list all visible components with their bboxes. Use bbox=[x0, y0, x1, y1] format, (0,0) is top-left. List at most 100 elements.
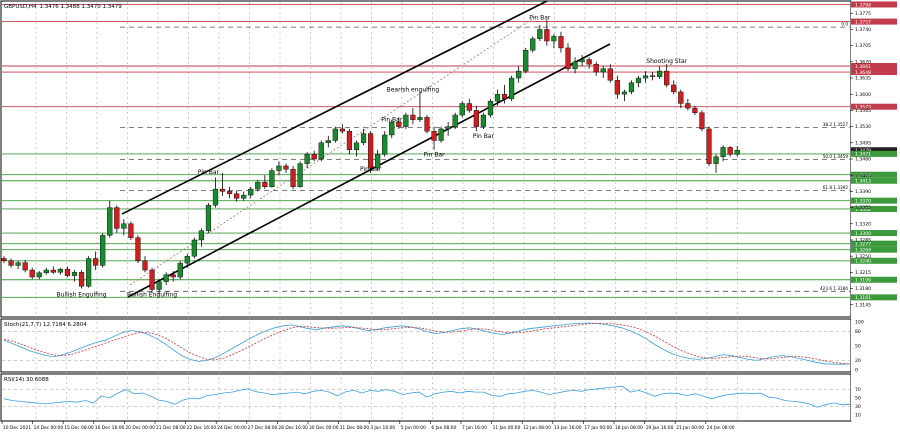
candle-body bbox=[558, 36, 564, 49]
price-tag-text: 1.3370 bbox=[855, 198, 871, 204]
candle-body bbox=[713, 156, 719, 164]
stoch-axis-label: 100 bbox=[855, 320, 864, 326]
price-tag-text: 1.3352 bbox=[855, 207, 871, 213]
rsi-axis-label: 70 bbox=[855, 387, 861, 393]
candle-body bbox=[403, 114, 409, 127]
time-axis-label: 22 Dec 16:00 bbox=[187, 425, 217, 431]
candle-body bbox=[156, 281, 162, 290]
pattern-annotation: Pin Bar bbox=[423, 152, 445, 159]
pattern-annotation: Pin Bar bbox=[198, 169, 220, 176]
candle-body bbox=[424, 117, 430, 132]
rsi-main-line bbox=[3, 385, 851, 408]
price-axis-label: 1.3635 bbox=[855, 76, 871, 82]
candle-body bbox=[43, 269, 49, 274]
candle-body bbox=[523, 50, 529, 72]
pattern-annotation: Bullish Engulfing bbox=[57, 291, 107, 298]
candle-body bbox=[537, 29, 543, 39]
candle-body bbox=[480, 114, 487, 127]
stoch-axis-label: 20 bbox=[855, 358, 861, 364]
candle-body bbox=[600, 68, 606, 73]
time-axis-label: 27 Dec 08:00 bbox=[248, 425, 278, 431]
candle-body bbox=[685, 103, 691, 109]
time-axis-label: 16 Dec 16:00 bbox=[95, 425, 125, 431]
price-tag-box bbox=[851, 147, 897, 154]
stoch-axis-label: 50 bbox=[855, 344, 861, 350]
time-axis-label: 10 Dec 2021 bbox=[3, 425, 31, 431]
candle-body bbox=[107, 207, 113, 236]
stoch-axis-label: 80 bbox=[855, 329, 861, 335]
time-axis-label: 15 Dec 08:00 bbox=[64, 425, 94, 431]
candle-body bbox=[128, 223, 134, 238]
fib-level-label: 61.8 1.3392 bbox=[823, 185, 849, 190]
candle-body bbox=[579, 59, 585, 63]
candle-body bbox=[85, 258, 92, 287]
fib-level-label: 50.0 1.3459 bbox=[823, 154, 849, 159]
candle-body bbox=[226, 191, 233, 194]
candle-body bbox=[248, 188, 254, 196]
candle-body bbox=[551, 36, 557, 42]
candle-body bbox=[572, 61, 578, 69]
candle-body bbox=[368, 133, 374, 169]
price-axis-label: 1.3565 bbox=[855, 108, 871, 114]
trend-channel bbox=[121, 0, 611, 298]
candle-body bbox=[57, 268, 64, 273]
channel-mid-line bbox=[129, 15, 538, 286]
candle-body bbox=[466, 103, 472, 111]
candle-body bbox=[727, 147, 733, 155]
annotations: Pin Bar Shooting Star Bearish engulfing Pin… bbox=[57, 14, 688, 298]
candle-body bbox=[642, 75, 649, 79]
time-axis-label: 17 Jan 00:00 bbox=[584, 425, 612, 431]
price-tag-box bbox=[851, 294, 897, 301]
price-tag-box bbox=[851, 171, 897, 178]
candle-body bbox=[121, 223, 127, 229]
candle-body bbox=[699, 112, 705, 130]
stoch-signal-line bbox=[3, 322, 851, 365]
rsi-axis-label: 30 bbox=[855, 404, 861, 410]
candle-body bbox=[36, 272, 42, 278]
price-tag-box bbox=[851, 18, 897, 25]
candle-body bbox=[290, 168, 296, 187]
price-tag-box bbox=[851, 63, 897, 69]
price-tag-text: 1.3794 bbox=[855, 2, 871, 8]
candle-body bbox=[135, 237, 141, 261]
price-tag-text: 1.3471 bbox=[855, 152, 871, 158]
candle-body bbox=[269, 170, 275, 187]
price-tag-text: 1.3648 bbox=[855, 70, 871, 76]
price-axis-label: 1.3355 bbox=[855, 205, 871, 211]
candle-body bbox=[509, 77, 515, 100]
candle-body bbox=[22, 262, 28, 271]
candle-body bbox=[353, 142, 360, 150]
rsi-label: RSI(14) 30.6088 bbox=[4, 377, 49, 383]
price-tags: 1.37941.37571.36611.36481.35731.34791.34… bbox=[851, 1, 897, 301]
price-tag-box bbox=[851, 240, 897, 247]
price-tag-box bbox=[851, 69, 897, 76]
time-axis-label: 19 Jan 16:00 bbox=[646, 425, 674, 431]
time-axis-label: 21 Dec 08:00 bbox=[156, 425, 186, 431]
candle-body bbox=[607, 68, 613, 81]
candle-body bbox=[205, 205, 212, 231]
price-axis-label: 1.3670 bbox=[855, 59, 871, 65]
candle-body bbox=[297, 163, 303, 187]
candle-body bbox=[64, 268, 71, 276]
candle-body bbox=[163, 274, 169, 282]
candle-body bbox=[586, 59, 592, 65]
candle-body bbox=[8, 260, 14, 266]
symbol-label: GBPUSD,H4 1.3476 1.3488 1.3470 1.3479 bbox=[4, 4, 122, 10]
candle-body bbox=[565, 47, 571, 69]
time-axis-label: 12 Jan 08:00 bbox=[523, 425, 551, 431]
stoch-axis-label: 0 bbox=[855, 368, 858, 374]
candle-body bbox=[100, 235, 106, 266]
rsi-axis-label: 50 bbox=[855, 396, 861, 402]
time-axis-label: 13 Jan 16:00 bbox=[554, 425, 582, 431]
price-axis-label: 1.3145 bbox=[855, 302, 871, 308]
candle-body bbox=[262, 181, 268, 187]
candle-body bbox=[650, 75, 656, 77]
candle-body bbox=[50, 269, 56, 273]
time-axis-label: 30 Dec 00:00 bbox=[309, 425, 339, 431]
candle-body bbox=[1, 258, 7, 261]
candle-body bbox=[734, 150, 740, 155]
candle-body bbox=[410, 114, 416, 120]
price-tag-text: 1.3264 bbox=[855, 247, 871, 253]
pattern-annotation: Bullish Engulfing bbox=[127, 291, 177, 298]
price-tag-text: 1.3413 bbox=[855, 179, 871, 185]
